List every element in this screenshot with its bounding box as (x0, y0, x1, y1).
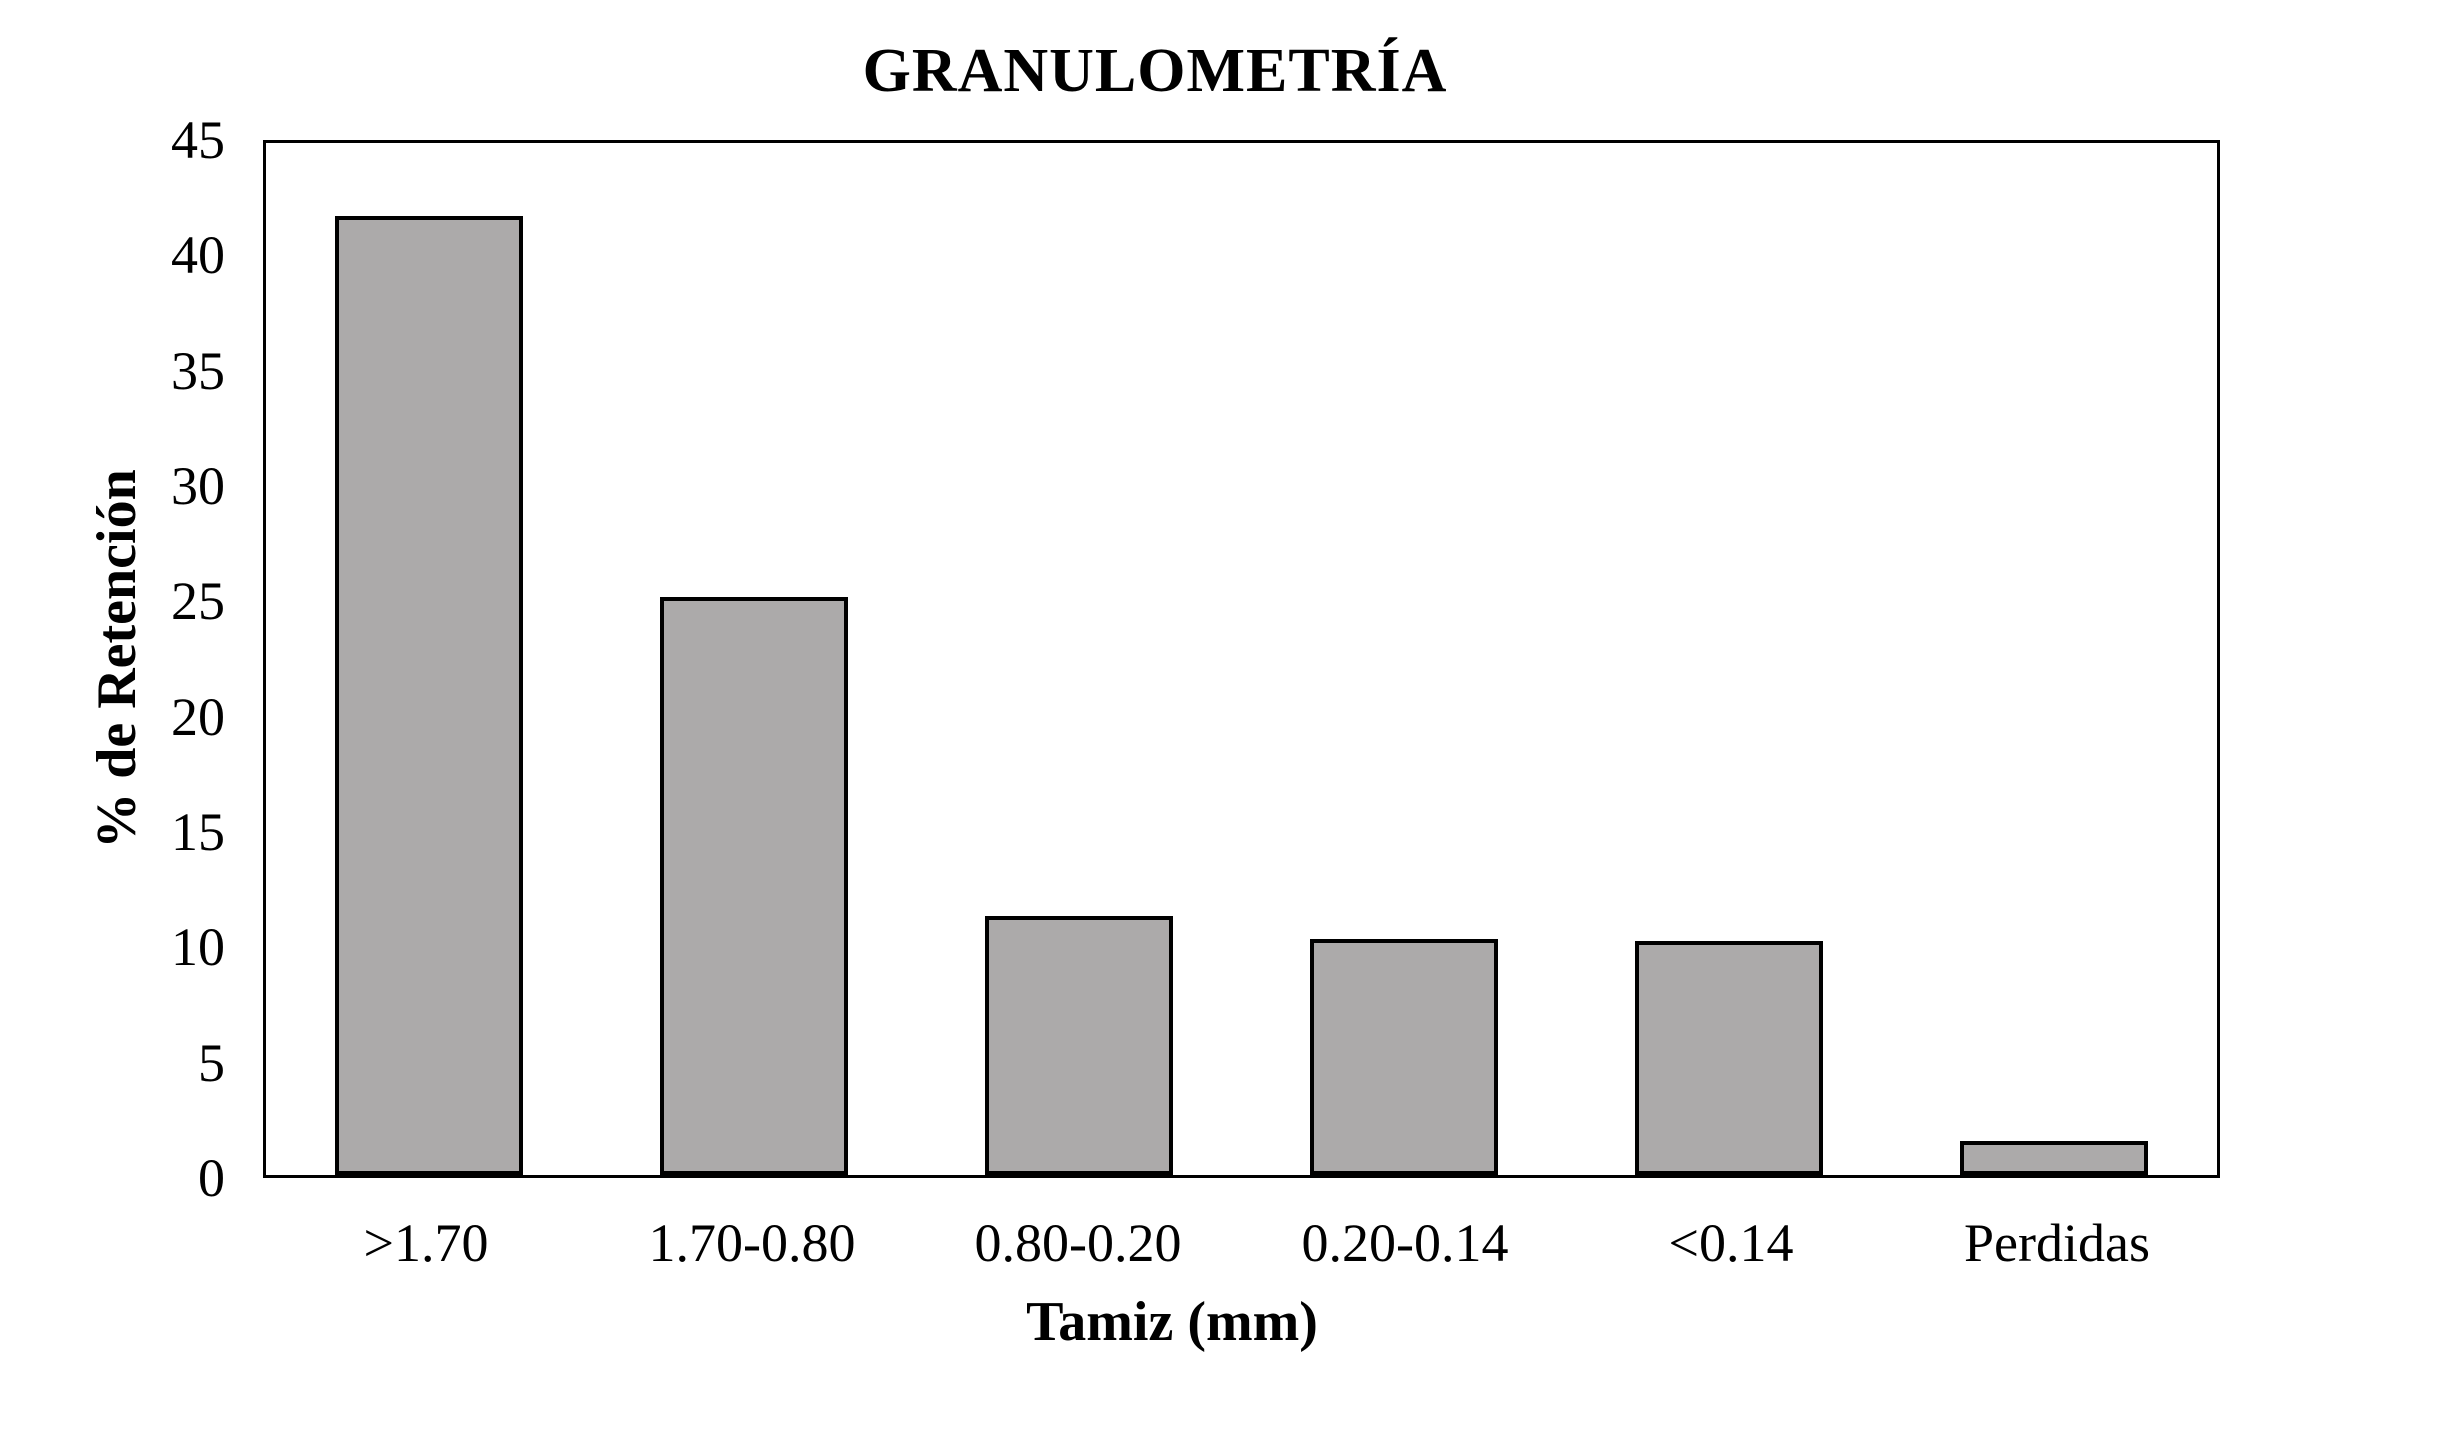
y-tick-label: 45 (171, 110, 225, 170)
x-tick-label: Perdidas (1964, 1213, 2150, 1273)
x-tick-label: 0.80-0.20 (974, 1213, 1182, 1273)
bar-0.80-0.20 (984, 916, 1173, 1175)
y-tick-label: 35 (171, 341, 225, 401)
x-tick-label: 1.70-0.80 (648, 1213, 856, 1273)
y-tick-label: 5 (198, 1033, 225, 1093)
bar-<0.14 (1635, 941, 1824, 1175)
x-tick-label: 0.20-0.14 (1301, 1213, 1509, 1273)
y-tick-label: 40 (171, 225, 225, 285)
y-tick-label: 15 (171, 802, 225, 862)
y-tick-label: 25 (171, 571, 225, 631)
plot-area (263, 140, 2220, 1178)
x-tick-label: >1.70 (363, 1213, 489, 1273)
x-tick-label: <0.14 (1668, 1213, 1794, 1273)
y-tick-label: 30 (171, 456, 225, 516)
bar->1.70 (334, 216, 523, 1175)
y-tick-label: 0 (198, 1148, 225, 1208)
y-axis-title: % de Retención (86, 469, 148, 849)
bar-Perdidas (1960, 1141, 2149, 1175)
chart-title: GRANULOMETRÍA (862, 37, 1448, 105)
y-tick-label: 20 (171, 687, 225, 747)
bar-0.20-0.14 (1310, 939, 1499, 1175)
bar-1.70-0.80 (659, 597, 848, 1175)
y-tick-label: 10 (171, 917, 225, 977)
x-axis-title: Tamiz (mm) (1026, 1291, 1318, 1353)
